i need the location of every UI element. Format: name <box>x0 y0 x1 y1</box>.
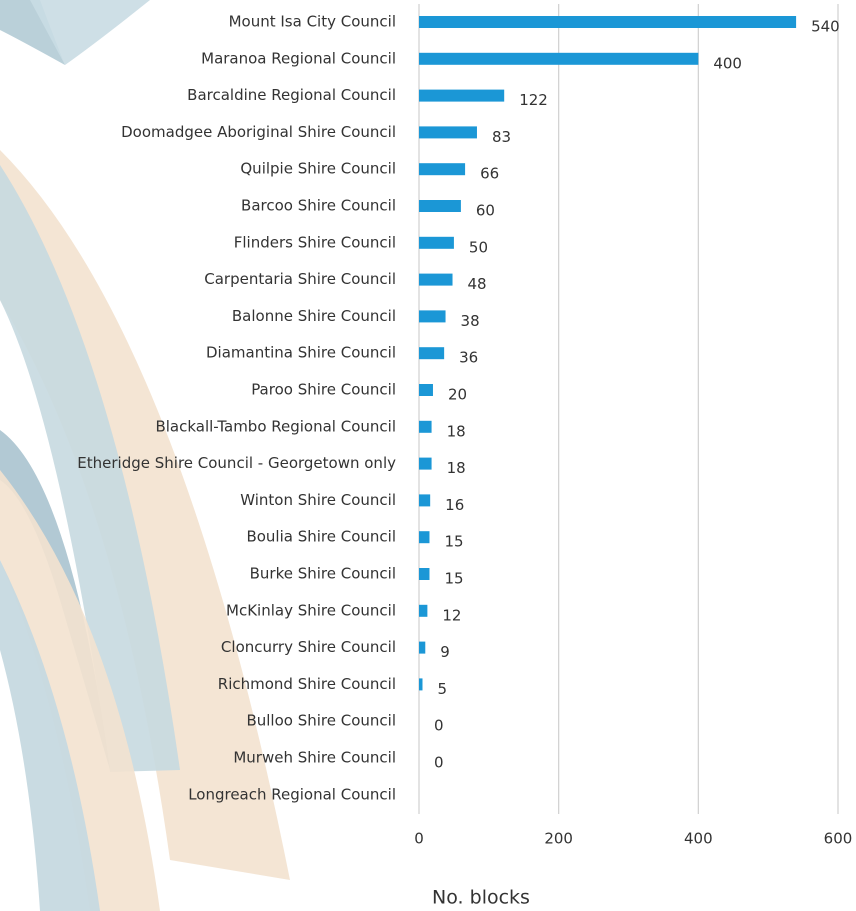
bar <box>419 273 453 286</box>
data-label: 15 <box>444 570 463 588</box>
y-tick-label: Richmond Shire Council <box>218 675 396 693</box>
y-tick-label: Flinders Shire Council <box>234 233 396 251</box>
bar <box>419 568 430 580</box>
data-label: 18 <box>447 422 466 440</box>
y-tick-label: Etheridge Shire Council - Georgetown onl… <box>77 454 396 472</box>
data-label: 0 <box>434 717 444 735</box>
y-tick-label: Murweh Shire Council <box>233 749 396 767</box>
bar <box>419 531 430 544</box>
bar <box>419 457 432 470</box>
bar <box>419 16 797 28</box>
y-tick-label: Diamantina Shire Council <box>206 344 396 362</box>
y-tick-label: Paroo Shire Council <box>251 381 396 399</box>
data-label: 5 <box>437 680 447 698</box>
y-tick-label: Barcaldine Regional Council <box>187 86 396 104</box>
data-label: 9 <box>440 643 450 661</box>
y-tick-label: Quilpie Shire Council <box>240 160 396 178</box>
y-tick-label: Maranoa Regional Council <box>201 49 396 67</box>
data-label: 83 <box>492 128 511 146</box>
x-tick-label: 0 <box>414 830 424 848</box>
y-tick-label: Winton Shire Council <box>240 491 396 509</box>
data-label: 60 <box>476 202 495 220</box>
y-tick-label: Carpentaria Shire Council <box>204 270 396 288</box>
y-tick-label: Bulloo Shire Council <box>246 712 396 730</box>
data-label: 66 <box>480 165 499 183</box>
bar <box>419 163 466 176</box>
data-label: 12 <box>442 606 461 624</box>
bar <box>419 200 461 212</box>
data-label: 36 <box>459 349 478 367</box>
data-label: 122 <box>519 91 548 109</box>
data-label: 540 <box>811 18 840 36</box>
bar <box>419 604 428 617</box>
y-tick-label: Cloncurry Shire Council <box>221 638 396 656</box>
bar <box>419 384 433 396</box>
y-tick-label: McKinlay Shire Council <box>226 601 396 619</box>
y-tick-label: Mount Isa City Council <box>229 13 396 31</box>
x-tick-label: 600 <box>824 830 853 848</box>
bar <box>419 420 432 433</box>
bar <box>419 310 446 323</box>
y-tick-label: Boulia Shire Council <box>246 528 396 546</box>
data-label: 48 <box>468 275 487 293</box>
bar <box>419 678 423 691</box>
x-tick-label: 400 <box>684 830 713 848</box>
data-label: 20 <box>448 386 467 404</box>
background-decoration <box>0 0 290 911</box>
bar <box>419 236 454 249</box>
y-tick-label: Blackall-Tambo Regional Council <box>155 417 396 435</box>
data-label: 400 <box>713 54 742 72</box>
bar <box>419 52 699 65</box>
bar <box>419 89 505 102</box>
x-tick-label: 200 <box>544 830 573 848</box>
y-tick-label: Barcoo Shire Council <box>241 197 396 215</box>
data-label: 0 <box>434 754 444 772</box>
bar <box>419 347 445 360</box>
y-tick-label: Burke Shire Council <box>250 565 396 583</box>
bar <box>419 126 477 139</box>
y-tick-label: Balonne Shire Council <box>232 307 396 325</box>
bar <box>419 494 431 507</box>
x-axis-title: No. blocks <box>432 887 530 909</box>
y-tick-label: Doomadgee Aboriginal Shire Council <box>121 123 396 141</box>
data-label: 38 <box>461 312 480 330</box>
data-label: 50 <box>469 238 488 256</box>
y-tick-label: Longreach Regional Council <box>188 785 396 803</box>
data-label: 18 <box>447 459 466 477</box>
bar <box>419 641 426 654</box>
data-label: 16 <box>445 496 464 514</box>
data-label: 15 <box>444 533 463 551</box>
